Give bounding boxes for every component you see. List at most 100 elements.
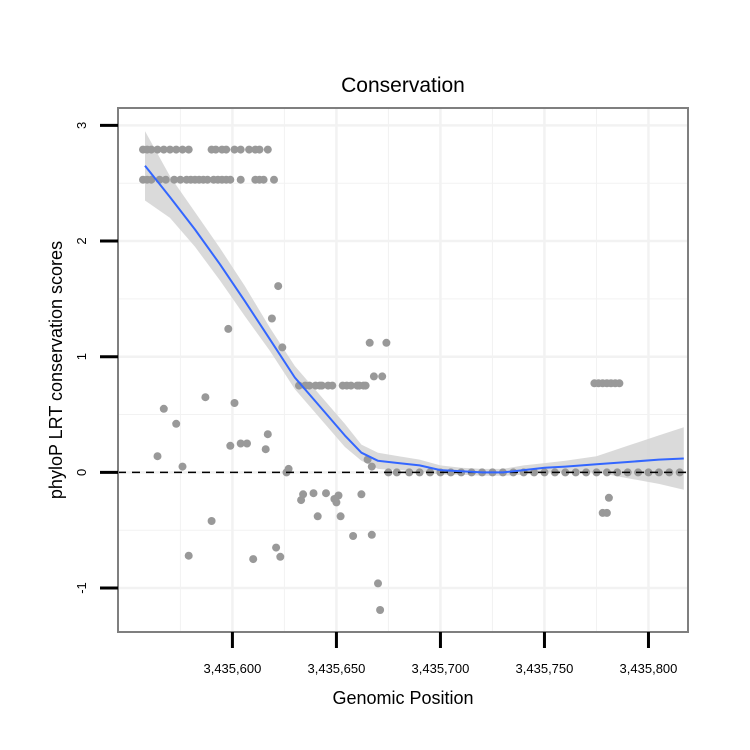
- y-tick-label: 3: [74, 122, 89, 129]
- data-point: [230, 145, 239, 154]
- y-tick-label: 2: [74, 237, 89, 244]
- data-point: [374, 579, 382, 588]
- data-point: [184, 145, 193, 154]
- data-point: [178, 145, 187, 154]
- data-point: [654, 468, 663, 477]
- confidence-band-layer: [145, 131, 684, 490]
- data-point: [243, 439, 251, 448]
- data-point: [309, 489, 318, 498]
- data-point: [153, 145, 162, 154]
- data-point: [222, 145, 231, 154]
- data-point: [313, 512, 322, 521]
- data-point: [203, 175, 212, 184]
- plot-frame: [117, 107, 689, 633]
- x-axis-ticks: 3,435,600 3,435,650 3,435,700 3,435,750 3,43…: [203, 632, 677, 676]
- data-point: [263, 145, 272, 154]
- data-point: [613, 468, 622, 477]
- data-point: [382, 338, 391, 347]
- data-point: [270, 175, 278, 184]
- data-point: [336, 512, 345, 521]
- data-point: [530, 468, 539, 477]
- data-point: [184, 551, 193, 560]
- data-point: [226, 175, 235, 184]
- plot-panel: [118, 108, 688, 632]
- data-point: [299, 490, 308, 499]
- data-point: [365, 338, 374, 347]
- y-axis-title: phyloP LRT conservation scores: [46, 241, 66, 499]
- data-point: [349, 532, 358, 540]
- data-point: [245, 145, 254, 154]
- data-point: [561, 468, 570, 477]
- data-point: [147, 145, 156, 154]
- grid-lines: [118, 108, 688, 632]
- data-point: [602, 508, 611, 517]
- data-point: [392, 468, 401, 477]
- y-tick-label: 0: [74, 469, 89, 476]
- data-point: [317, 381, 326, 390]
- data-point: [367, 530, 376, 539]
- data-point: [272, 543, 281, 552]
- confidence-band: [145, 131, 684, 490]
- data-point: [267, 314, 276, 323]
- data-point: [236, 439, 245, 448]
- data-point: [367, 462, 376, 471]
- chart-title: Conservation: [341, 74, 465, 97]
- data-point: [332, 498, 341, 507]
- data-point: [259, 175, 268, 184]
- data-point: [159, 404, 168, 413]
- data-point: [361, 381, 370, 390]
- data-point: [405, 468, 414, 477]
- y-axis-ticks: -1 0 1 2 3: [74, 122, 118, 594]
- data-point: [153, 452, 162, 461]
- data-point: [274, 282, 283, 291]
- y-tick-label: 1: [74, 353, 89, 360]
- x-tick-label: 3,435,700: [412, 661, 470, 676]
- data-point: [166, 145, 174, 154]
- data-point: [236, 145, 245, 154]
- x-tick-label: 3,435,650: [308, 661, 366, 676]
- data-point: [278, 343, 287, 352]
- data-point: [276, 552, 285, 561]
- data-point: [172, 419, 181, 428]
- x-tick-label: 3,435,600: [203, 661, 261, 676]
- data-point: [201, 393, 210, 402]
- data-point: [284, 464, 293, 473]
- data-point: [159, 145, 168, 154]
- x-tick-label: 3,435,750: [516, 661, 574, 676]
- data-point: [376, 606, 385, 614]
- data-point: [255, 145, 264, 154]
- data-point: [615, 379, 624, 388]
- data-point: [328, 381, 337, 390]
- data-point: [644, 468, 653, 477]
- data-point: [211, 145, 220, 154]
- data-point: [224, 324, 233, 333]
- data-point: [207, 517, 216, 525]
- loess-smooth-line: [144, 165, 684, 474]
- data-point: [305, 381, 314, 390]
- data-point: [178, 462, 187, 471]
- y-tick-label: -1: [74, 582, 89, 594]
- data-point: [261, 445, 270, 454]
- data-point: [176, 175, 185, 184]
- data-point: [172, 145, 181, 154]
- data-point: [602, 468, 611, 477]
- smooth-line-layer: [144, 165, 684, 474]
- x-tick-label: 3,435,800: [620, 661, 678, 676]
- data-point: [604, 493, 613, 502]
- data-point: [236, 175, 245, 184]
- data-point: [161, 175, 170, 184]
- data-point: [378, 372, 387, 381]
- data-point: [369, 372, 378, 381]
- data-point: [249, 555, 258, 564]
- data-point: [347, 381, 355, 390]
- data-point: [263, 430, 272, 439]
- data-point: [571, 468, 580, 477]
- data-point: [226, 441, 235, 450]
- data-point: [322, 489, 330, 498]
- data-point: [334, 491, 343, 500]
- data-point: [170, 175, 179, 184]
- x-axis-title: Genomic Position: [332, 688, 473, 708]
- data-point: [357, 490, 366, 499]
- data-point: [230, 399, 239, 407]
